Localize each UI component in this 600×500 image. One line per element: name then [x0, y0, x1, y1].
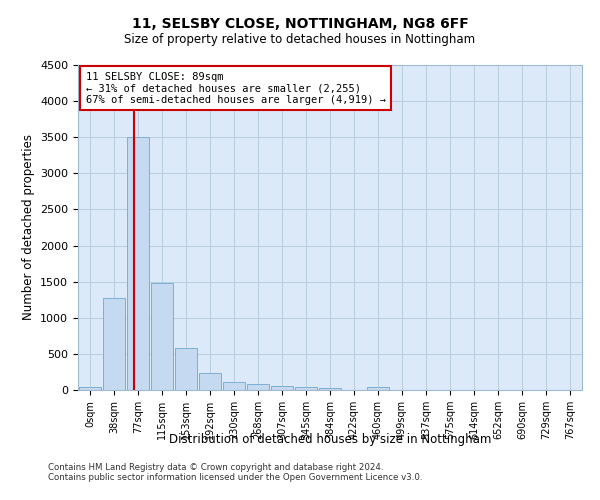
Text: 11, SELSBY CLOSE, NOTTINGHAM, NG8 6FF: 11, SELSBY CLOSE, NOTTINGHAM, NG8 6FF [131, 18, 469, 32]
Bar [223, 382, 245, 390]
Bar [319, 388, 341, 390]
Text: Contains HM Land Registry data © Crown copyright and database right 2024.: Contains HM Land Registry data © Crown c… [48, 464, 383, 472]
Bar [151, 283, 173, 390]
Y-axis label: Number of detached properties: Number of detached properties [22, 134, 35, 320]
Text: Distribution of detached houses by size in Nottingham: Distribution of detached houses by size … [169, 432, 491, 446]
Bar [295, 387, 317, 390]
Text: Contains public sector information licensed under the Open Government Licence v3: Contains public sector information licen… [48, 474, 422, 482]
Text: Size of property relative to detached houses in Nottingham: Size of property relative to detached ho… [124, 32, 476, 46]
Bar [271, 386, 293, 390]
Bar [103, 298, 125, 390]
Bar [247, 384, 269, 390]
Bar [127, 137, 149, 390]
Bar [175, 348, 197, 390]
Text: 11 SELSBY CLOSE: 89sqm
← 31% of detached houses are smaller (2,255)
67% of semi-: 11 SELSBY CLOSE: 89sqm ← 31% of detached… [86, 72, 386, 104]
Bar [367, 387, 389, 390]
Bar [79, 387, 101, 390]
Bar [199, 372, 221, 390]
